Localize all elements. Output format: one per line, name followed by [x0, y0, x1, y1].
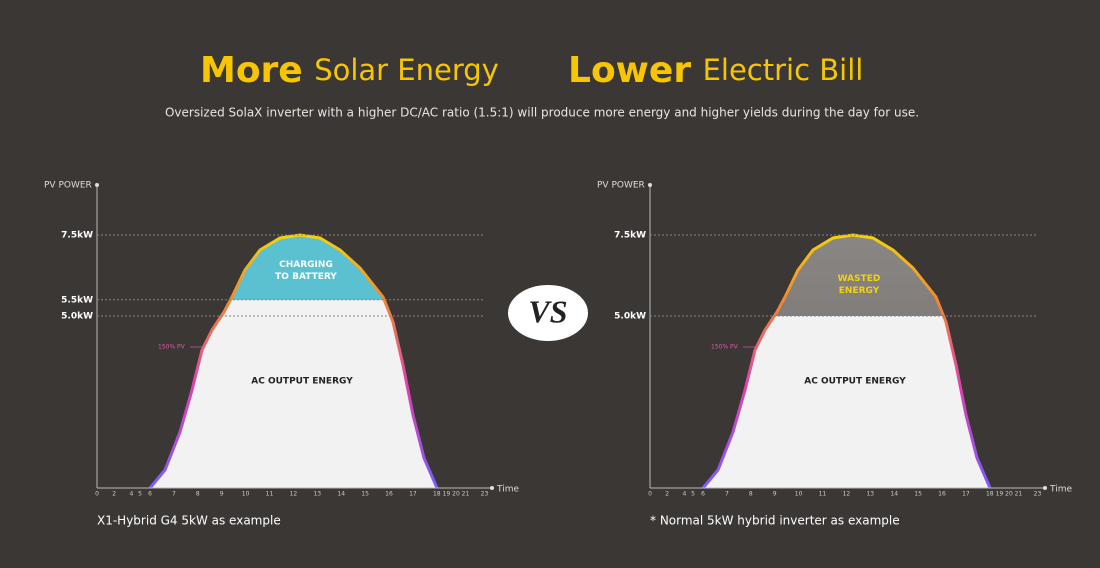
label-line: ENERGY: [839, 286, 880, 296]
x-tick-label: 14: [890, 491, 898, 498]
x-tick-label: 8: [749, 491, 753, 498]
label-line: CHARGING: [279, 260, 333, 270]
title-right: Lower Electric Bill: [568, 50, 863, 91]
y-tick-label: 7.5kW: [61, 231, 93, 241]
x-tick-label: 19: [996, 491, 1004, 498]
x-axis-label: Time: [1049, 485, 1072, 495]
upper-area: [774, 235, 944, 316]
y-tick-label: 7.5kW: [614, 231, 646, 241]
x-tick-label: 14: [337, 491, 345, 498]
x-tick-label: 2: [665, 491, 669, 498]
axis-dot: [648, 183, 652, 187]
y-tick-label: 5.0kW: [61, 312, 93, 322]
x-tick-label: 6: [148, 491, 152, 498]
x-tick-label: 4: [129, 491, 133, 498]
x-tick-label: 0: [648, 491, 652, 498]
pv-curve: [148, 233, 439, 489]
chart-panel: PV POWER Time 7.5kW 5.5kW 5.0kW 0 2 4 5 6 7 8 9 10 11 1…: [44, 181, 519, 528]
y-axis-label: PV POWER: [597, 181, 645, 191]
lower-label: AC OUTPUT ENERGY: [251, 377, 353, 387]
x-tick-label: 13: [866, 491, 874, 498]
x-tick-label: 16: [385, 491, 393, 498]
x-tick-label: 20: [1005, 491, 1013, 498]
axis-dot: [95, 183, 99, 187]
title-left: More Solar Energy: [200, 50, 499, 91]
x-tick-label: 17: [409, 491, 417, 498]
axis-dot: [1043, 486, 1047, 490]
x-tick-label: 11: [266, 491, 274, 498]
vs-text: VS: [528, 293, 567, 329]
x-tick-label: 15: [914, 491, 922, 498]
pv-label: 150% PV: [711, 344, 739, 351]
subtitle: Oversized SolaX inverter with a higher D…: [165, 106, 919, 120]
x-tick-label: 23: [481, 491, 489, 498]
x-tick-label: 10: [242, 491, 250, 498]
x-tick-label: 5: [691, 491, 695, 498]
label-line: WASTED: [838, 274, 881, 284]
x-tick-label: 11: [819, 491, 827, 498]
x-tick-label: 0: [95, 491, 99, 498]
caption: X1-Hybrid G4 5kW as example: [97, 514, 281, 528]
y-tick-label: 5.0kW: [614, 312, 646, 322]
pv-curve: [701, 233, 992, 489]
x-axis-label: Time: [496, 485, 519, 495]
title-bold: More: [200, 50, 303, 91]
x-tick-label: 9: [220, 491, 224, 498]
x-tick-label: 12: [290, 491, 298, 498]
title-rest: Electric Bill: [703, 53, 864, 87]
y-tick-label: 5.5kW: [61, 295, 93, 305]
x-tick-label: 12: [843, 491, 851, 498]
upper-area: [230, 235, 385, 300]
caption: * Normal 5kW hybrid inverter as example: [650, 514, 900, 528]
x-tick-label: 9: [773, 491, 777, 498]
x-tick-label: 6: [701, 491, 705, 498]
chart-panel: PV POWER Time 7.5kW 5.0kW 0 2 4 5 6 7 8 9 10 11 12 13 14…: [597, 181, 1072, 528]
x-tick-label: 5: [138, 491, 142, 498]
x-tick-label: 4: [682, 491, 686, 498]
vs-badge: [508, 285, 588, 341]
title-bold: Lower: [568, 50, 691, 91]
x-tick-label: 21: [1015, 491, 1023, 498]
label-line: TO BATTERY: [275, 272, 337, 282]
upper-label: CHARGING TO BATTERY: [275, 260, 337, 282]
x-tick-label: 21: [462, 491, 470, 498]
axis-dot: [490, 486, 494, 490]
x-tick-label: 10: [795, 491, 803, 498]
x-tick-label: 7: [725, 491, 729, 498]
x-tick-label: 19: [443, 491, 451, 498]
x-tick-label: 8: [196, 491, 200, 498]
x-tick-label: 15: [361, 491, 369, 498]
x-tick-label: 18: [986, 491, 994, 498]
x-tick-label: 2: [112, 491, 116, 498]
pv-label: 150% PV: [158, 344, 186, 351]
y-axis-label: PV POWER: [44, 181, 92, 191]
x-tick-label: 13: [313, 491, 321, 498]
x-tick-label: 18: [433, 491, 441, 498]
x-tick-label: 23: [1034, 491, 1042, 498]
x-tick-label: 17: [962, 491, 970, 498]
title-rest: Solar Energy: [314, 53, 499, 87]
lower-area: [150, 299, 437, 488]
x-tick-label: 20: [452, 491, 460, 498]
x-tick-label: 16: [938, 491, 946, 498]
upper-label: WASTED ENERGY: [838, 274, 881, 296]
lower-area: [703, 316, 990, 488]
x-tick-label: 7: [172, 491, 176, 498]
lower-label: AC OUTPUT ENERGY: [804, 377, 906, 387]
